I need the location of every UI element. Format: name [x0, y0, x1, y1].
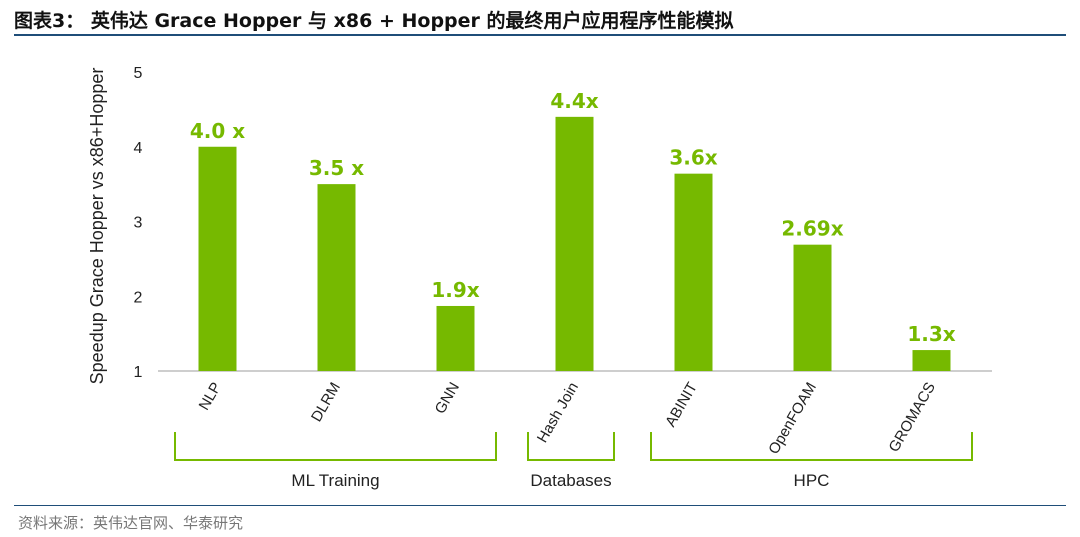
data-label: 2.69x	[781, 217, 843, 241]
y-tick-label: 2	[134, 289, 143, 306]
group-label: Databases	[530, 471, 611, 490]
bar-gnn	[436, 305, 475, 371]
title-rule	[14, 34, 1066, 36]
category-label: DLRM	[308, 380, 344, 425]
group-bracket	[650, 432, 973, 461]
category-label: GROMACS	[885, 380, 938, 456]
y-tick-label: 4	[134, 140, 143, 157]
group-bracket	[527, 432, 615, 461]
source-note: 资料来源：英伟达官网、华泰研究	[18, 514, 244, 532]
y-axis-ticks: 1 2 3 4 5	[134, 65, 143, 381]
figure-title: 图表3： 英伟达 Grace Hopper 与 x86 + Hopper 的最终…	[14, 10, 734, 32]
bar-gromacs	[912, 350, 951, 371]
data-label: 4.4x	[550, 89, 598, 113]
y-tick-label: 3	[134, 215, 143, 232]
group-brackets: ML Training Databases HPC	[174, 432, 973, 490]
bars	[198, 116, 951, 371]
category-label: ABINIT	[662, 380, 701, 430]
y-tick-label: 5	[134, 65, 143, 82]
footer-rule	[14, 505, 1066, 506]
data-label: 3.5 x	[309, 156, 364, 180]
category-label: NLP	[196, 380, 225, 414]
group-label: ML Training	[291, 471, 379, 490]
y-tick-label: 1	[134, 364, 143, 381]
data-label: 4.0 x	[190, 119, 245, 143]
group-label: HPC	[794, 471, 830, 490]
category-label: GNN	[432, 380, 463, 417]
bar-hash-join	[555, 116, 594, 371]
bar-openfoam	[793, 244, 832, 371]
bar-abinit	[674, 173, 713, 371]
data-label: 1.3x	[907, 322, 955, 346]
data-label: 3.6x	[669, 146, 717, 170]
category-label: Hash Join	[534, 380, 582, 446]
data-labels: 4.0 x 3.5 x 1.9x 4.4x 3.6x 2.69x 1.3x	[190, 89, 956, 346]
group-bracket	[174, 432, 497, 461]
data-label: 1.9x	[431, 278, 479, 302]
y-axis-label: Speedup Grace Hopper vs x86+Hopper	[87, 68, 107, 385]
category-labels: NLP DLRM GNN Hash Join ABINIT OpenFOAM GROMACS	[196, 380, 939, 458]
bar-dlrm	[317, 184, 356, 371]
category-label: OpenFOAM	[765, 380, 820, 458]
bar-nlp	[198, 146, 237, 371]
